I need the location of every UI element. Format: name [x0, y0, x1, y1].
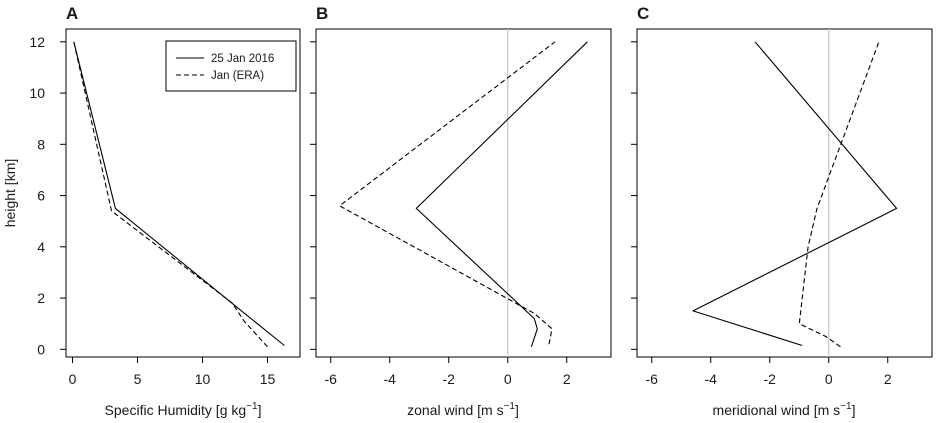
plot-frame-b [315, 28, 612, 358]
x-axis-label-a-end: ] [258, 402, 262, 418]
series-lines-a [73, 41, 285, 348]
x-axis-label-c-end: ] [852, 402, 856, 418]
x-axis-label-b: zonal wind [m s−1] [407, 401, 519, 418]
ticks-c: -6 -4 -2 0 2 [631, 41, 892, 387]
panel-b: B -6 -4 -2 0 2 zonal wind [m s−1] [310, 4, 612, 418]
y-tick-label-a: 4 [37, 239, 45, 255]
panel-letter-c: C [637, 4, 649, 23]
series-line-b-observed [415, 41, 588, 347]
y-tick-label-a: 6 [37, 188, 45, 204]
legend: 25 Jan 2016 Jan (ERA) [165, 40, 297, 92]
x-tick-label-c: -2 [764, 371, 777, 387]
x-tick-label-a: 10 [195, 371, 211, 387]
series-line-b-era [339, 41, 556, 345]
x-axis-label-b-end: ] [515, 402, 519, 418]
x-axis-label-c-sup: −1 [840, 401, 852, 412]
series-lines-c [692, 41, 898, 348]
x-tick-label-b: -6 [325, 371, 338, 387]
y-tick-label-a: 0 [37, 341, 45, 357]
x-axis-label-a-sup: −1 [246, 401, 258, 412]
x-tick-label-c: -6 [646, 371, 659, 387]
legend-label-era-text: Jan (ERA) [211, 70, 264, 82]
x-tick-label-b: -4 [384, 371, 397, 387]
x-axis-label-b-text: zonal wind [m s [407, 402, 503, 418]
plot-frame-a [65, 28, 301, 358]
series-line-a-era [73, 41, 268, 348]
series-line-c-era [798, 41, 880, 348]
panel-letter-a: A [66, 4, 78, 23]
y-tick-label-a: 2 [37, 290, 45, 306]
ticks-b: -6 -4 -2 0 2 [310, 41, 571, 387]
x-tick-label-b: 2 [563, 371, 571, 387]
x-tick-label-c: 2 [884, 371, 892, 387]
panel-letter-b: B [316, 4, 328, 23]
series-line-c-observed [692, 41, 898, 347]
x-tick-label-a: 5 [134, 371, 142, 387]
x-axis-label-a: Specific Humidity [g kg−1] [105, 401, 262, 418]
y-tick-label-a: 12 [29, 34, 45, 50]
x-axis-label-a-text: Specific Humidity [g kg [105, 402, 247, 418]
y-tick-label-a: 10 [29, 85, 45, 101]
series-lines-b [339, 41, 588, 347]
plot-frame-c [636, 28, 933, 358]
x-tick-label-c: 0 [825, 371, 833, 387]
legend-label-era: Jan (ERA) [211, 70, 264, 82]
legend-box [165, 40, 297, 92]
y-axis-label: height [km] [2, 159, 18, 227]
x-axis-label-b-sup: −1 [504, 401, 516, 412]
x-axis-label-c-text: meridional wind [m s [713, 402, 841, 418]
x-tick-label-a: 0 [69, 371, 77, 387]
x-tick-label-b: -2 [443, 371, 456, 387]
x-tick-label-c: -4 [705, 371, 718, 387]
panel-c: C -6 -4 -2 0 2 meridional wind [m s−1] [631, 4, 933, 418]
x-tick-label-b: 0 [504, 371, 512, 387]
x-axis-label-c: meridional wind [m s−1] [713, 401, 856, 418]
x-tick-label-a: 15 [260, 371, 276, 387]
series-line-a-observed [73, 41, 285, 346]
legend-label-observed: 25 Jan 2016 [211, 53, 274, 65]
y-tick-label-a: 8 [37, 136, 45, 152]
ticks-a: 0 5 10 15 0 2 4 6 8 10 12 [29, 34, 275, 387]
